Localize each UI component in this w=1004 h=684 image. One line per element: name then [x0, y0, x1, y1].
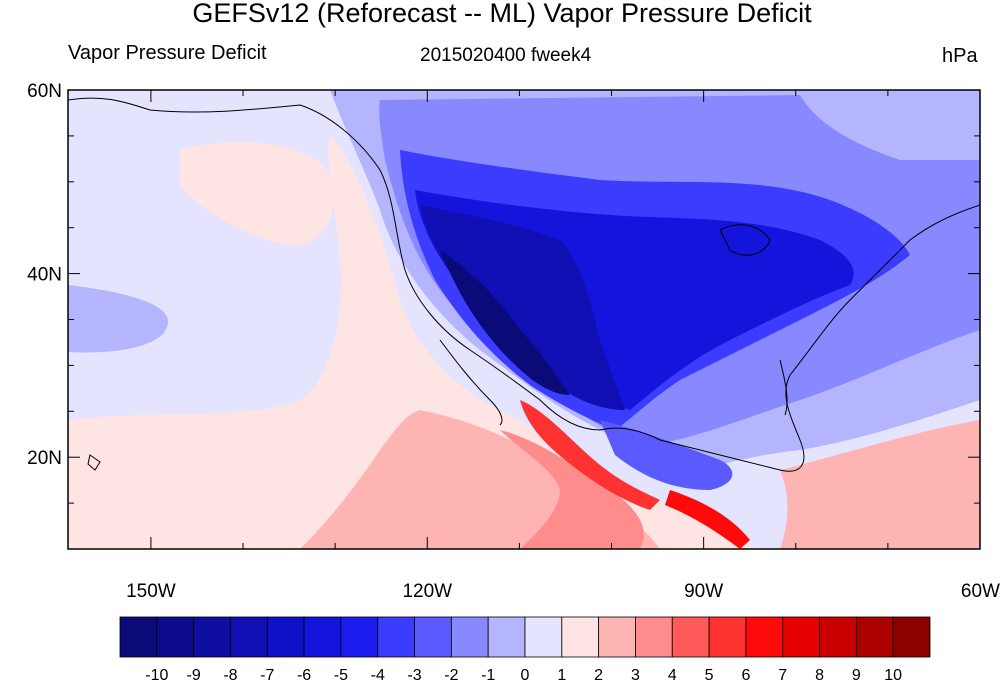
- colorbar-tick-label: -5: [334, 667, 348, 684]
- field-west-pacific-negative-patch: [68, 285, 169, 353]
- colorbar-swatch: [708, 616, 747, 658]
- colorbar-swatch: [819, 616, 857, 658]
- lon-tick-label: 120W: [402, 581, 452, 602]
- axis-tick-labels: 60N 40N 20N 150W 120W 90W 60W: [27, 81, 1000, 602]
- colorbar-swatch: [340, 616, 379, 658]
- coastline-florida: [779, 359, 788, 416]
- colorbar-tick-label: -9: [187, 667, 201, 684]
- field-central-america-strong-positive: [665, 490, 750, 549]
- field-mexico-positive: [500, 430, 644, 549]
- colorbar-swatch: [598, 616, 636, 658]
- coastline-main: [68, 97, 980, 472]
- lat-tick-label: 60N: [27, 81, 62, 102]
- colorbar-tick-label: 6: [741, 667, 750, 684]
- colorbar-swatch: [855, 616, 894, 658]
- field-gulf-negative: [600, 420, 733, 490]
- colorbar-tick-label: 5: [705, 667, 714, 684]
- colorbar-swatch: [745, 616, 784, 658]
- field-southwest-max-negative: [440, 250, 570, 395]
- colorbar-swatch: [193, 616, 231, 658]
- colorbar-swatch: [230, 616, 268, 658]
- colorbar-swatch: [450, 616, 489, 658]
- field-caribbean-positive: [780, 420, 980, 549]
- lon-tick-label: 90W: [684, 581, 723, 602]
- colorbar-swatch: [671, 616, 710, 658]
- colorbar-labels: -10 -9 -8 -7 -6 -5 -4 -3 -2 -1 0 1 2 3 4 5 6 7 8 9 10: [145, 667, 902, 684]
- colorbar: [119, 616, 931, 658]
- coastlines: [68, 97, 980, 472]
- colorbar-swatch: [524, 616, 563, 658]
- lon-tick-label: 60W: [961, 581, 1000, 602]
- colorbar-swatch: [119, 616, 158, 658]
- colorbar-tick-label: 9: [852, 667, 861, 684]
- colorbar-tick-label: -6: [297, 667, 311, 684]
- colorbar-tick-label: 10: [884, 667, 902, 684]
- field-pacific-positive-patch: [180, 142, 335, 246]
- field-mexico-coast-strong-positive: [520, 400, 660, 510]
- map-title: GEFSv12 (Reforecast -- ML) Vapor Pressur…: [192, 0, 812, 28]
- coastline-hawaii: [87, 454, 101, 471]
- colorbar-swatch: [414, 616, 452, 658]
- colorbar-tick-label: -3: [407, 667, 421, 684]
- vpd-field: [68, 90, 980, 549]
- colorbar-swatch: [487, 616, 526, 658]
- variable-label: Vapor Pressure Deficit: [68, 42, 267, 64]
- colorbar-swatch: [377, 616, 415, 658]
- colorbar-tick-label: 8: [815, 667, 824, 684]
- coastline-great-lakes: [719, 224, 771, 256]
- colorbar-swatch: [561, 616, 600, 658]
- colorbar-tick-label: 3: [631, 667, 640, 684]
- colorbar-tick-label: -1: [481, 667, 495, 684]
- colorbar-swatch: [156, 616, 195, 658]
- colorbar-swatch: [892, 616, 931, 658]
- lon-tick-label: 150W: [126, 581, 176, 602]
- lat-tick-label: 40N: [27, 265, 62, 286]
- lat-tick-label: 20N: [27, 448, 62, 469]
- colorbar-tick-label: 4: [668, 667, 677, 684]
- colorbar-tick-label: 2: [594, 667, 603, 684]
- colorbar-tick-label: -7: [260, 667, 274, 684]
- colorbar-tick-label: -10: [145, 667, 168, 684]
- field-coastal-positive: [68, 135, 760, 549]
- colorbar-tick-label: -4: [371, 667, 385, 684]
- colorbar-swatch: [303, 616, 342, 658]
- field-southwest-extreme-negative: [420, 205, 625, 410]
- forecast-date-label: 2015020400 fweek4: [420, 45, 592, 66]
- colorbar-swatch: [782, 616, 820, 658]
- colorbar-tick-label: 0: [521, 667, 530, 684]
- coastline-baja: [439, 339, 503, 426]
- colorbar-tick-label: 1: [557, 667, 566, 684]
- colorbar-swatch: [266, 616, 305, 658]
- units-label: hPa: [942, 45, 978, 67]
- colorbar-tick-label: 7: [778, 667, 787, 684]
- axis-ticks: [68, 89, 981, 550]
- colorbar-tick-label: -8: [223, 667, 237, 684]
- colorbar-tick-label: -2: [444, 667, 458, 684]
- colorbar-swatch: [635, 616, 673, 658]
